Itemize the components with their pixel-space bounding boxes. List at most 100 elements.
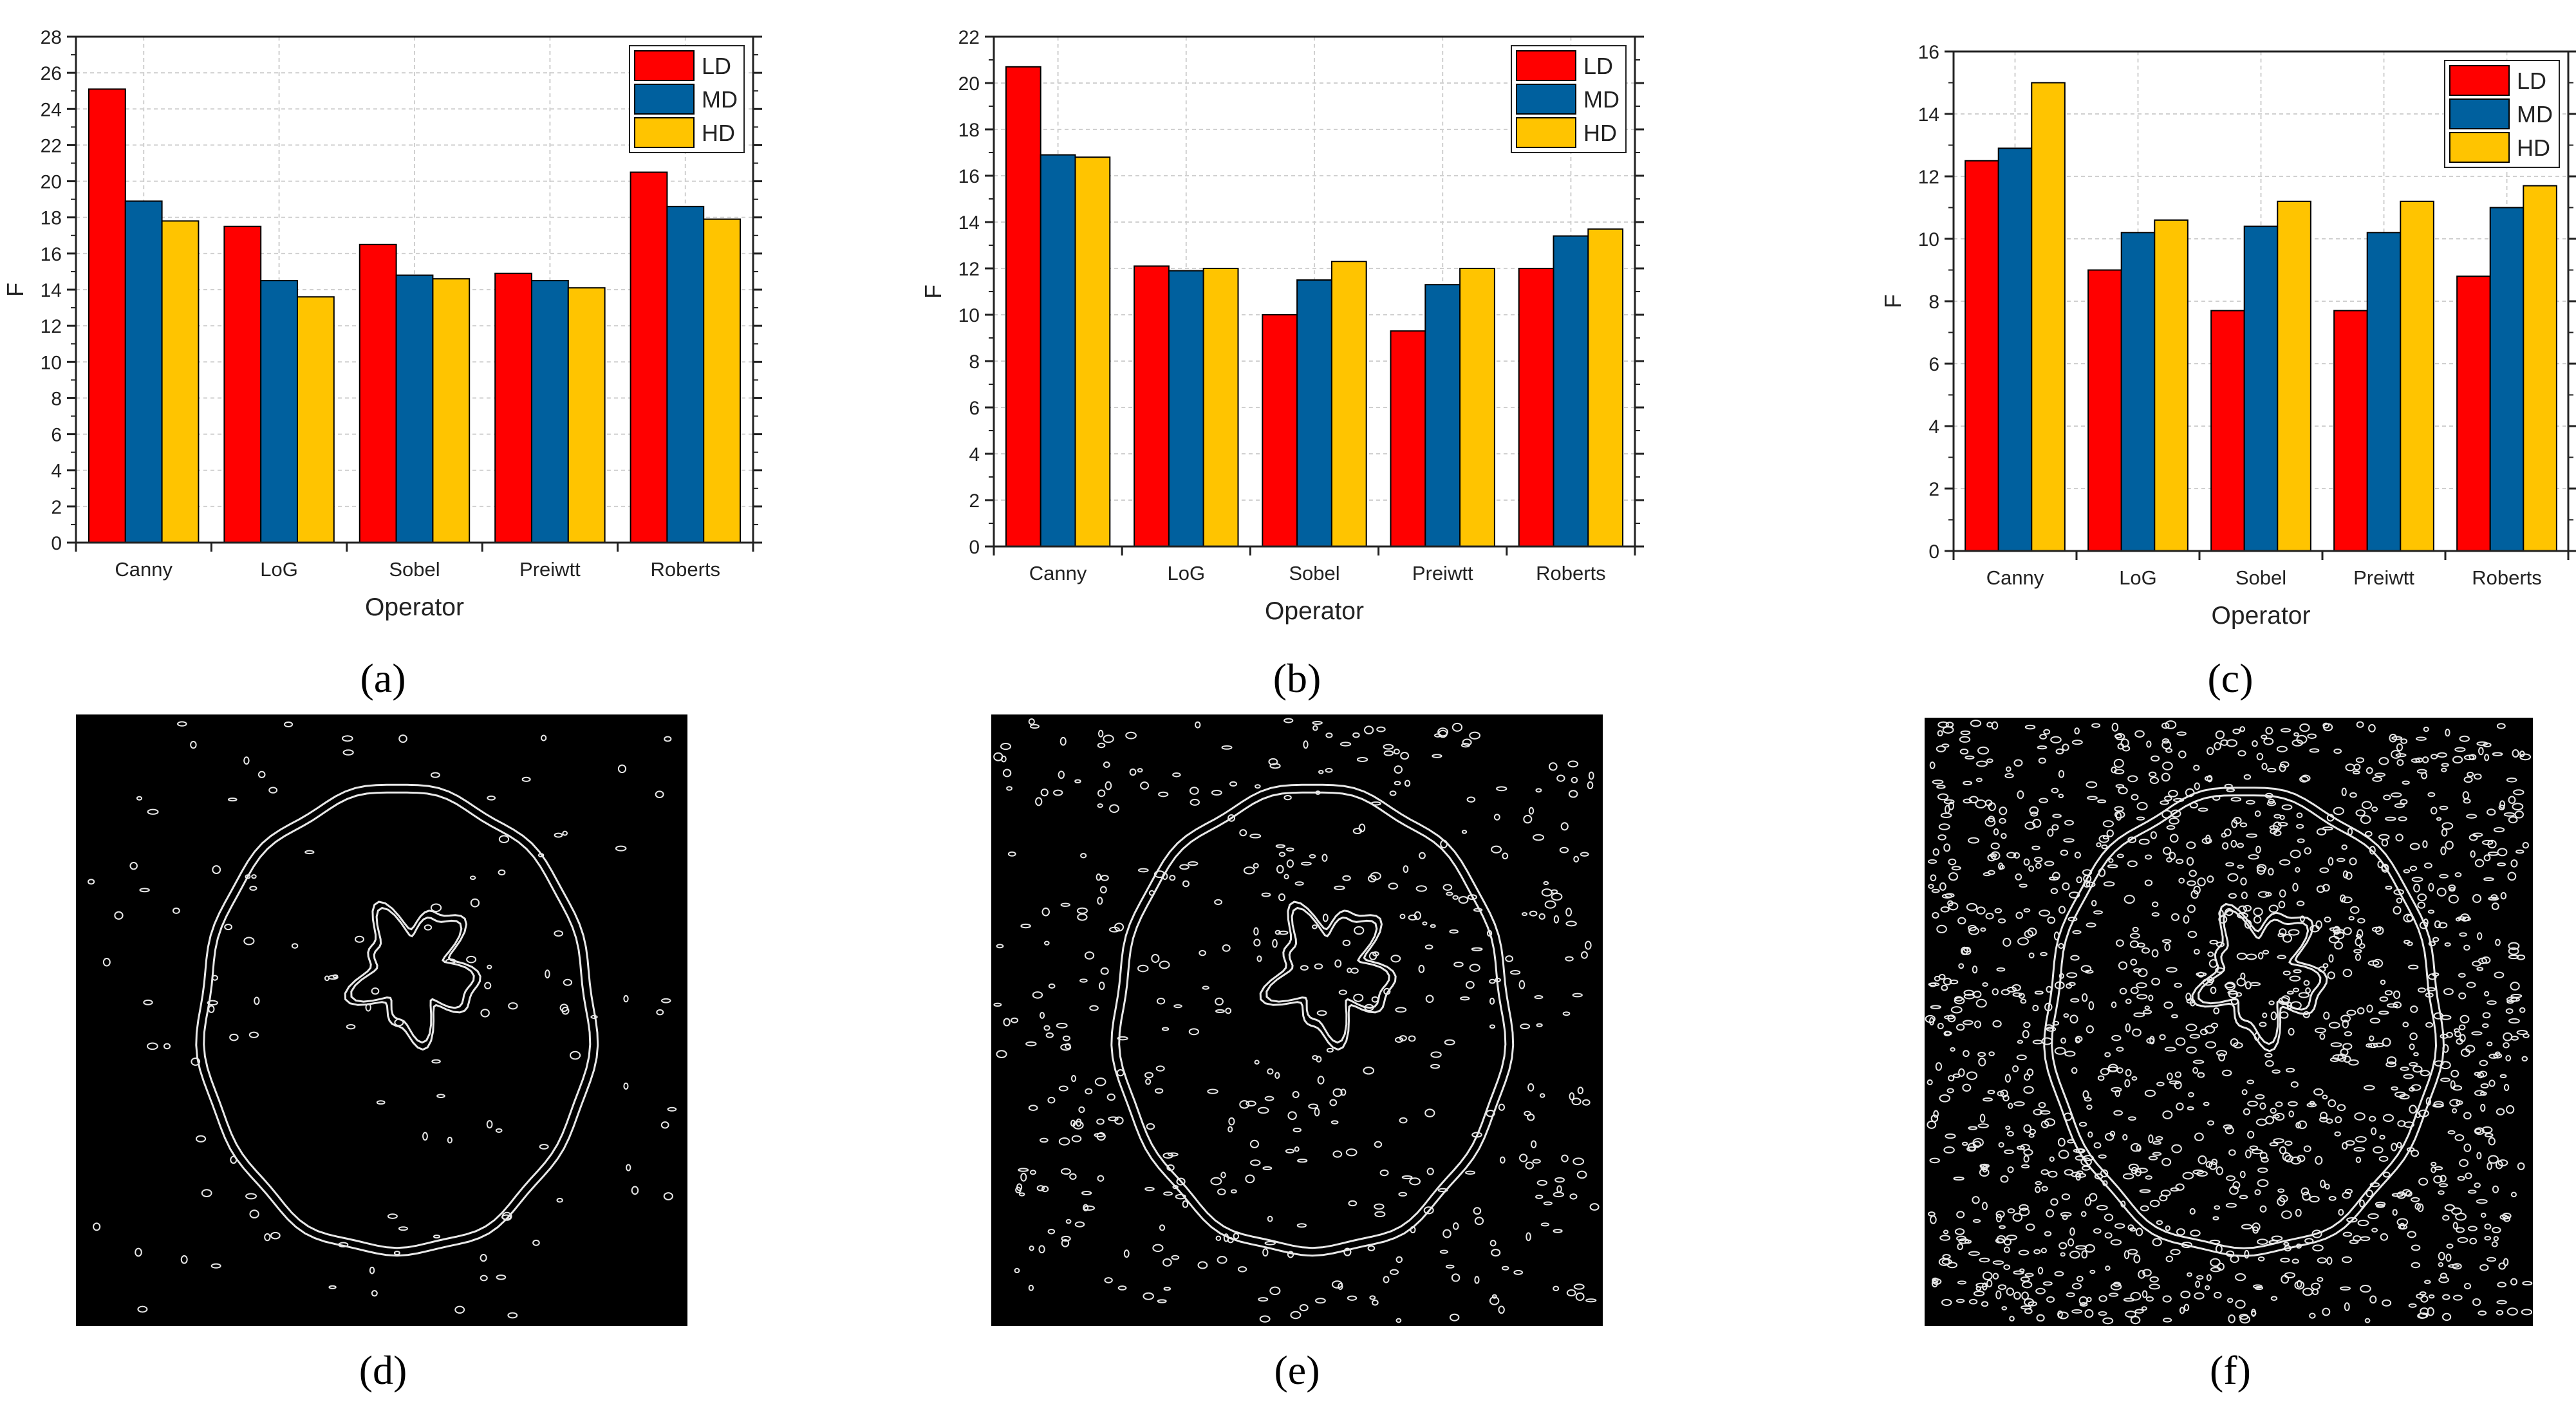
noise-speck [2024,821,2036,830]
noise-speck [2477,932,2483,940]
noise-speck [2280,728,2291,732]
noise-speck [2506,1105,2515,1114]
noise-speck [2497,1282,2506,1288]
noise-speck [1501,1265,1509,1271]
noise-speck [2409,865,2418,872]
noise-speck [1567,760,1579,768]
noise-speck [195,1135,207,1143]
noise-speck [1999,817,2006,824]
noise-speck [561,1006,570,1015]
noise-speck [2183,1303,2190,1312]
noise-speck [1949,979,1959,985]
noise-speck [623,1082,629,1090]
noise-speck [2514,810,2524,819]
noise-speck [2472,1298,2481,1306]
noise-speck [2024,1273,2034,1277]
noise-speck [1318,770,1324,774]
noise-speck [1300,861,1312,866]
noise-speck [1990,851,2001,861]
noise-speck [1287,1111,1297,1120]
noise-speck [371,1290,378,1297]
noise-speck [2206,1274,2212,1282]
noise-speck [2328,1196,2337,1201]
noise-speck [129,861,138,870]
noise-speck [1954,997,1965,1005]
noise-speck [2444,942,2451,947]
noise-speck [2130,1316,2141,1325]
noise-speck [2355,1135,2367,1143]
noise-speck [2142,1290,2148,1298]
noise-speck [1285,847,1294,852]
noise-speck [2286,991,2294,995]
noise-speck [2163,846,2172,855]
noise-speck [2087,796,2098,800]
noise-speck [147,1042,158,1050]
noise-speck [2407,1231,2416,1238]
noise-speck [2400,738,2408,744]
noise-speck [2132,1028,2142,1037]
noise-speck [324,975,330,982]
noise-speck [2207,1120,2214,1126]
noise-speck [2403,869,2411,873]
noise-speck [2261,734,2268,740]
noise-speck [1176,1177,1186,1186]
noise-speck [2492,1185,2499,1193]
noise-speck [1997,918,2006,924]
noise-speck [2003,1264,2011,1270]
noise-speck [1568,790,1578,798]
bar-ld-preiwtt [1390,330,1426,547]
y-tick-label: 8 [51,388,62,409]
noise-speck [1974,1020,1981,1029]
noise-speck [2150,831,2158,839]
noise-speck [2257,1167,2268,1173]
noise-speck [2394,803,2405,808]
noise-speck [2389,733,2397,743]
noise-speck [2237,750,2246,757]
noise-speck [2471,1031,2483,1036]
noise-speck [2205,1041,2217,1049]
noise-speck [1078,1106,1085,1114]
noise-speck [501,1211,512,1221]
noise-speck [2434,1166,2443,1171]
noise-speck [1215,997,1224,1006]
noise-speck [1950,1006,1963,1014]
noise-speck [2477,1072,2485,1079]
noise-speck [2415,1112,2421,1119]
noise-speck [1062,1035,1070,1041]
noise-speck [2251,1149,2263,1155]
noise-speck [2161,939,2172,944]
noise-speck [2295,1122,2301,1129]
noise-speck [1977,746,1990,755]
noise-speck [1060,1168,1071,1175]
noise-speck [2426,987,2436,992]
noise-speck [2110,1239,2122,1246]
noise-speck [2498,1262,2506,1270]
noise-speck [2384,990,2393,996]
noise-speck [2023,1155,2030,1163]
noise-speck [2261,1157,2269,1163]
noise-speck [1548,762,1558,771]
noise-speck [1258,1297,1269,1302]
noise-speck [2050,736,2062,743]
noise-speck [1977,1052,1986,1058]
noise-speck [1987,1090,1995,1094]
noise-speck [2182,1171,2194,1180]
noise-speck [1996,967,2006,972]
noise-speck [2017,937,2030,946]
noise-speck [1958,1238,1970,1244]
noise-speck [1315,1298,1326,1304]
noise-speck [2330,1042,2342,1047]
noise-speck [1401,1175,1413,1180]
noise-speck [2493,1053,2503,1059]
noise-speck [2224,828,2232,837]
noise-speck [1442,884,1453,891]
noise-speck [2265,1059,2274,1067]
noise-speck [1948,1075,1955,1082]
noise-speck [2188,1092,2194,1097]
noise-speck [270,1231,281,1240]
noise-speck [2144,1005,2151,1010]
noise-speck [1979,1257,1990,1263]
noise-speck [2142,1269,2152,1277]
noise-speck [2197,877,2206,887]
x-tick-label: LoG [2119,566,2157,589]
